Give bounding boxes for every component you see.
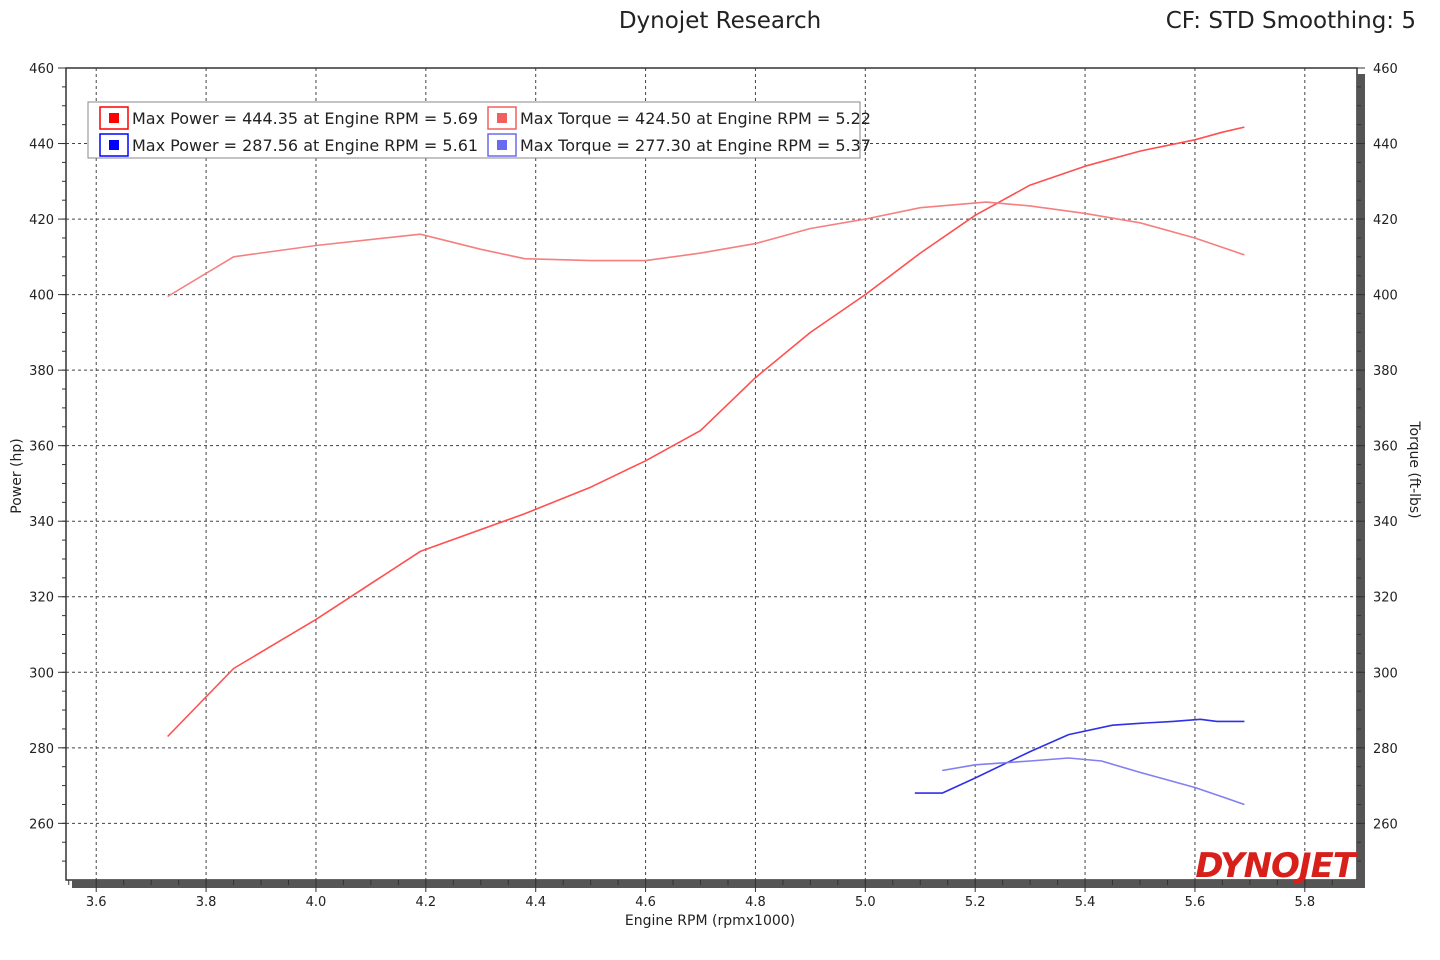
y-tick-label-left: 440 [29,138,54,153]
legend-label: Max Power = 444.35 at Engine RPM = 5.69 [132,109,478,128]
x-tick-label: 4.0 [306,895,327,910]
series-line-3 [914,718,1245,794]
y-tick-label-left: 300 [29,666,54,681]
x-axis-label: Engine RPM (rpmx1000) [625,913,795,929]
dynojet-logo: DYNOJET [1195,846,1358,886]
y-tick-label-left: 460 [29,62,54,77]
legend-label: Max Torque = 277.30 at Engine RPM = 5.37 [520,136,871,155]
y-axis-left-label: Power (hp) [9,438,25,513]
legend-swatch [497,113,507,123]
y-tick-label-right: 460 [1373,62,1398,77]
y-tick-label-right: 360 [1373,440,1398,455]
x-tick-label: 4.2 [415,895,436,910]
axis-ticks: 3.6 3.8 4.0 4.2 4.4 4.6 4.8 5.0 5.2 5.4 5.6 5.8 260 2… [29,62,1398,910]
legend-swatch [497,140,507,150]
y-tick-label-right: 320 [1373,591,1398,606]
y-tick-label-right: 260 [1373,817,1398,832]
frame-shadow-right [1357,74,1365,888]
y-tick-label-left: 340 [29,515,54,530]
series-line-1 [167,126,1245,738]
y-tick-label-right: 300 [1373,666,1398,681]
x-tick-label: 4.6 [635,895,656,910]
x-tick-label: 5.4 [1075,895,1096,910]
plot-frame [65,67,1365,888]
x-tick-label: 4.8 [745,895,766,910]
x-tick-label: 4.4 [525,895,546,910]
plot-border [65,67,1358,881]
y-tick-label-left: 420 [29,213,54,228]
y-tick-label-right: 340 [1373,515,1398,530]
legend-swatch [109,140,119,150]
legend: Max Power = 444.35 at Engine RPM = 5.69 M… [87,101,871,159]
y-tick-label-left: 260 [29,817,54,832]
y-tick-label-right: 380 [1373,364,1398,379]
y-tick-label-right: 280 [1373,742,1398,757]
legend-label: Max Torque = 424.50 at Engine RPM = 5.22 [520,109,871,128]
y-tick-label-left: 360 [29,440,54,455]
y-axis-right-label: Torque (ft-lbs) [1406,420,1422,518]
frame-shadow-bottom [72,880,1365,888]
y-tick-label-left: 380 [29,364,54,379]
x-tick-label: 3.6 [86,895,107,910]
y-tick-label-right: 400 [1373,289,1398,304]
x-tick-label: 5.0 [855,895,876,910]
legend-label: Max Power = 287.56 at Engine RPM = 5.61 [132,136,478,155]
y-tick-label-left: 280 [29,742,54,757]
y-tick-label-right: 420 [1373,213,1398,228]
grid [66,67,1357,880]
x-tick-label: 5.8 [1294,895,1315,910]
series-lines [167,126,1245,806]
x-tick-label: 3.8 [196,895,217,910]
series-line-2 [167,201,1245,298]
legend-box [87,101,861,159]
y-tick-label-right: 440 [1373,138,1398,153]
chart-title: Dynojet Research [618,8,822,34]
legend-swatch [109,113,119,123]
y-tick-label-left: 400 [29,289,54,304]
x-tick-label: 5.2 [965,895,986,910]
x-tick-label: 5.6 [1185,895,1206,910]
series-line-4 [942,757,1245,806]
y-tick-label-left: 320 [29,591,54,606]
correction-settings: CF: STD Smoothing: 5 [1165,8,1416,34]
